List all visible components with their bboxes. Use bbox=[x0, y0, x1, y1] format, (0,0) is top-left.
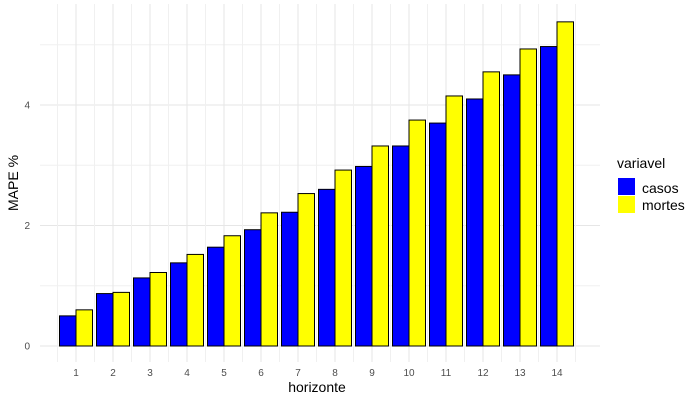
x-tick-label: 4 bbox=[184, 368, 190, 379]
bar-casos-1 bbox=[59, 315, 77, 347]
legend-label-casos: casos bbox=[642, 180, 679, 196]
bars bbox=[59, 21, 574, 347]
legend-key-mortes bbox=[618, 196, 635, 213]
bar-casos-10 bbox=[392, 145, 410, 347]
legend-label-mortes: mortes bbox=[642, 197, 685, 213]
legend: variavel casos mortes bbox=[617, 155, 685, 213]
x-tick-label: 2 bbox=[110, 368, 116, 379]
bar-mortes-7 bbox=[297, 193, 315, 347]
bar-casos-3 bbox=[133, 277, 151, 347]
x-tick-label: 12 bbox=[477, 368, 489, 379]
y-tick-label: 2 bbox=[24, 221, 30, 232]
bar-mortes-3 bbox=[149, 271, 167, 347]
bar-casos-2 bbox=[96, 293, 114, 347]
x-tick-label: 10 bbox=[403, 368, 415, 379]
x-axis-title: horizonte bbox=[288, 379, 346, 395]
bar-casos-4 bbox=[170, 262, 188, 347]
bar-mortes-1 bbox=[75, 309, 93, 347]
x-tick-label: 9 bbox=[369, 368, 375, 379]
bar-mortes-13 bbox=[519, 48, 537, 347]
y-axis-title: MAPE % bbox=[5, 155, 21, 211]
x-tick-label: 13 bbox=[514, 368, 526, 379]
bar-mortes-11 bbox=[445, 95, 463, 347]
x-tick-label: 1 bbox=[73, 368, 79, 379]
x-tick-label: 3 bbox=[147, 368, 153, 379]
bar-mortes-12 bbox=[482, 71, 500, 347]
x-tick-label: 5 bbox=[221, 368, 227, 379]
bar-casos-14 bbox=[540, 46, 558, 347]
bar-mortes-6 bbox=[260, 212, 278, 347]
bar-casos-8 bbox=[318, 188, 336, 347]
bar-mortes-14 bbox=[556, 21, 574, 347]
bar-mortes-9 bbox=[371, 145, 389, 347]
x-tick-label: 7 bbox=[295, 368, 301, 379]
x-tick-label: 11 bbox=[441, 368, 452, 379]
bar-casos-9 bbox=[355, 165, 373, 347]
bar-casos-12 bbox=[466, 98, 484, 347]
legend-title: variavel bbox=[617, 155, 665, 171]
bar-casos-5 bbox=[207, 246, 225, 347]
bar-casos-6 bbox=[244, 229, 262, 347]
bar-mortes-8 bbox=[334, 169, 352, 347]
bar-mortes-10 bbox=[408, 119, 426, 347]
bar-casos-7 bbox=[281, 211, 299, 347]
bar-mortes-5 bbox=[223, 235, 241, 347]
bar-mortes-2 bbox=[112, 291, 130, 347]
legend-key-casos bbox=[618, 178, 635, 195]
y-tick-label: 4 bbox=[24, 101, 30, 112]
y-tick-label: 0 bbox=[24, 342, 30, 353]
bar-mortes-4 bbox=[186, 253, 204, 347]
bar-casos-11 bbox=[429, 122, 447, 347]
x-tick-label: 8 bbox=[332, 368, 338, 379]
bar-casos-13 bbox=[503, 74, 521, 347]
x-tick-label: 6 bbox=[258, 368, 264, 379]
x-tick-label: 14 bbox=[551, 368, 563, 379]
